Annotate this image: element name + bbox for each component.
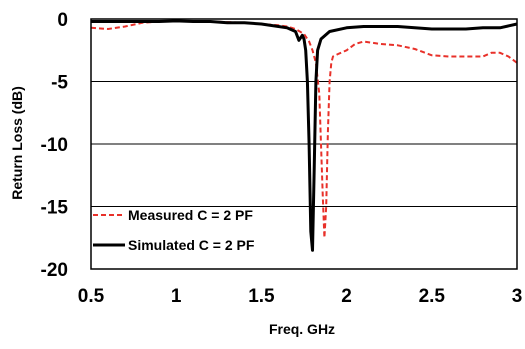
x-tick-label: 2 — [341, 286, 352, 307]
y-tick-label: -5 — [51, 73, 68, 94]
x-tick-label: 2.5 — [419, 286, 446, 307]
x-axis-title: Freq. GHz — [269, 321, 335, 337]
y-tick-label: -20 — [41, 260, 68, 281]
y-tick-label: -10 — [41, 135, 68, 156]
x-tick-label: 3 — [512, 286, 523, 307]
tick-labels: 0 -5 -10 -15 -20 0.5 1 1.5 2 2.5 3 — [41, 10, 523, 307]
legend-label-measured: Measured C = 2 PF — [128, 207, 253, 223]
legend: Measured C = 2 PF Simulated C = 2 PF — [93, 207, 255, 253]
y-tick-label: 0 — [57, 10, 68, 31]
series-line-simulated — [91, 19, 518, 252]
x-tick-label: 1 — [171, 286, 182, 307]
y-tick-label: -15 — [41, 198, 69, 219]
y-axis-title: Return Loss (dB) — [9, 86, 25, 200]
x-tick-label: 1.5 — [248, 286, 275, 307]
series-layer — [90, 19, 518, 252]
series-line-measured — [90, 20, 518, 239]
legend-label-simulated: Simulated C = 2 PF — [128, 237, 255, 253]
plot-area-frame — [90, 18, 518, 270]
x-tick-label: 0.5 — [78, 286, 105, 307]
